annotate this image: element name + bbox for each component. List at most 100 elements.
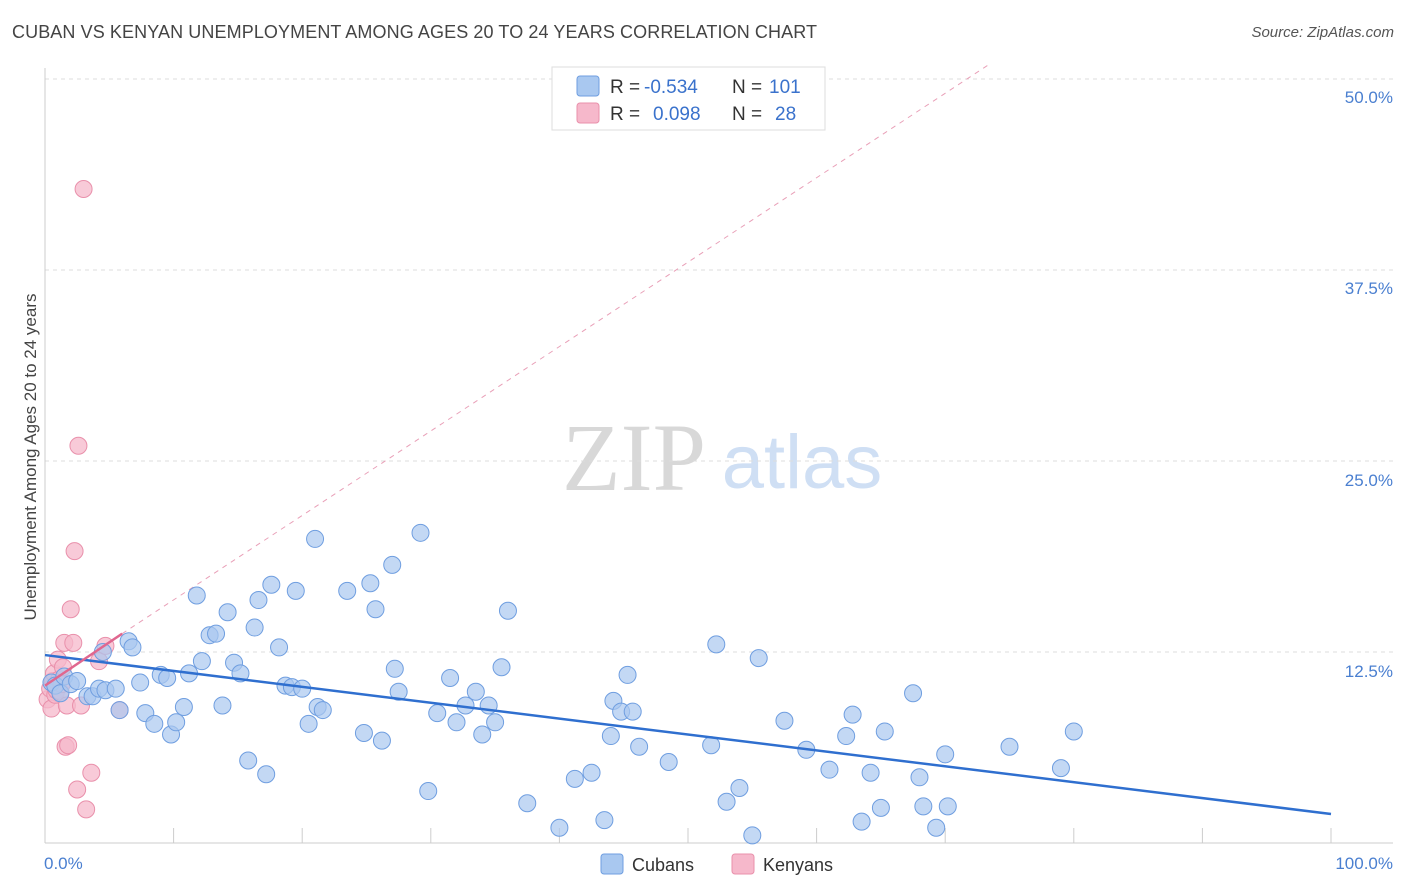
- cubans-point: [270, 638, 289, 657]
- cubans-point: [775, 711, 794, 730]
- trend-lines: [44, 632, 1332, 816]
- cubans-point: [354, 723, 373, 742]
- kenyans-point: [61, 600, 80, 619]
- cubans-point: [286, 581, 305, 600]
- cubans-point: [730, 778, 749, 797]
- kenyans-point: [82, 763, 101, 782]
- y-tick-label: 50.0%: [1345, 88, 1393, 107]
- legend-kenyans-swatch: [731, 853, 755, 875]
- cubans-point: [473, 725, 492, 744]
- cubans-point: [871, 798, 890, 817]
- cubans-point: [1000, 737, 1019, 756]
- kenyans-point: [68, 780, 87, 799]
- cubans-point: [550, 818, 569, 837]
- cubans-point: [820, 760, 839, 779]
- kenyans-trend-line: [44, 632, 123, 687]
- cubans-point: [936, 745, 955, 764]
- kenyans-r-value: 0.098: [653, 104, 701, 125]
- source-label: Source: ZipAtlas.com: [1251, 24, 1394, 41]
- cubans-point: [486, 713, 505, 732]
- cubans-point: [110, 701, 129, 720]
- cubans-point: [249, 591, 268, 610]
- bottom-legend: Cubans Kenyans: [600, 853, 833, 875]
- cubans-point: [361, 574, 380, 593]
- chart-title: CUBAN VS KENYAN UNEMPLOYMENT AMONG AGES …: [12, 22, 818, 42]
- cubans-point: [338, 581, 357, 600]
- cubans-point: [187, 586, 206, 605]
- cubans-point: [582, 763, 601, 782]
- cubans-point: [1051, 759, 1070, 778]
- cubans-point: [914, 797, 933, 816]
- cubans-point: [447, 713, 466, 732]
- watermark-atlas: atlas: [722, 420, 883, 505]
- cubans-point: [306, 529, 325, 548]
- cubans-point: [207, 624, 226, 643]
- watermark-zip: ZIP: [562, 404, 706, 511]
- kenyans-point: [69, 436, 88, 455]
- kenyans-point: [64, 633, 83, 652]
- cubans-point: [192, 652, 211, 671]
- cubans-point: [843, 705, 862, 724]
- cubans-point: [213, 696, 232, 715]
- kenyans-point: [74, 180, 93, 199]
- cubans-point: [68, 672, 87, 691]
- stats-legend: R = -0.534 N = 101 R = 0.098 N = 28: [551, 66, 826, 131]
- cubans-point: [618, 665, 637, 684]
- legend-cubans-label: Cubans: [632, 855, 694, 875]
- cubans-point: [518, 794, 537, 813]
- cubans-point: [498, 601, 517, 620]
- cubans-point: [875, 722, 894, 741]
- cubans-trend-line: [44, 653, 1332, 816]
- cubans-point: [366, 600, 385, 619]
- cubans-points: [42, 523, 1083, 845]
- cubans-n-value: 101: [769, 77, 801, 98]
- cubans-point: [428, 704, 447, 723]
- cubans-point: [659, 753, 678, 772]
- cubans-point: [717, 792, 736, 811]
- cubans-point: [245, 618, 264, 637]
- cubans-point: [145, 714, 164, 733]
- cubans-point: [262, 575, 281, 594]
- x-tick-label-min: 0.0%: [44, 854, 83, 873]
- cubans-r-value: -0.534: [644, 77, 698, 98]
- cubans-point: [743, 826, 762, 845]
- cubans-point: [565, 769, 584, 788]
- gridlines: [45, 78, 1393, 653]
- cubans-point: [837, 727, 856, 746]
- cubans-point: [623, 702, 642, 721]
- cubans-point: [707, 635, 726, 654]
- cubans-point: [861, 763, 880, 782]
- cubans-point: [492, 658, 511, 677]
- kenyans-n-value: 28: [775, 104, 796, 125]
- kenyans-points: [38, 180, 129, 819]
- y-axis-label: Unemployment Among Ages 20 to 24 years: [21, 294, 40, 621]
- cubans-point: [595, 811, 614, 830]
- kenyans-n-label: N =: [732, 104, 762, 125]
- cubans-swatch: [576, 75, 600, 97]
- cubans-point: [239, 751, 258, 770]
- cubans-point: [383, 555, 402, 574]
- kenyans-r-label: R =: [610, 104, 640, 125]
- cubans-point: [389, 682, 408, 701]
- cubans-n-label: N =: [732, 77, 762, 98]
- diagonal-reference-line: [121, 63, 991, 635]
- cubans-point: [299, 714, 318, 733]
- cubans-point: [257, 765, 276, 784]
- cubans-point: [218, 603, 237, 622]
- kenyans-point: [77, 800, 96, 819]
- kenyans-swatch: [576, 102, 600, 124]
- x-tick-label-max: 100.0%: [1335, 854, 1393, 873]
- cubans-r-label: R =: [610, 77, 640, 98]
- cubans-point: [904, 684, 923, 703]
- cubans-point: [313, 701, 332, 720]
- cubans-point: [630, 737, 649, 756]
- cubans-point: [106, 679, 125, 698]
- legend-cubans-swatch: [600, 853, 624, 875]
- cubans-point: [174, 698, 193, 717]
- cubans-point: [938, 797, 957, 816]
- cubans-point: [419, 782, 438, 801]
- cubans-point: [372, 731, 391, 750]
- cubans-point: [927, 818, 946, 837]
- cubans-point: [411, 523, 430, 542]
